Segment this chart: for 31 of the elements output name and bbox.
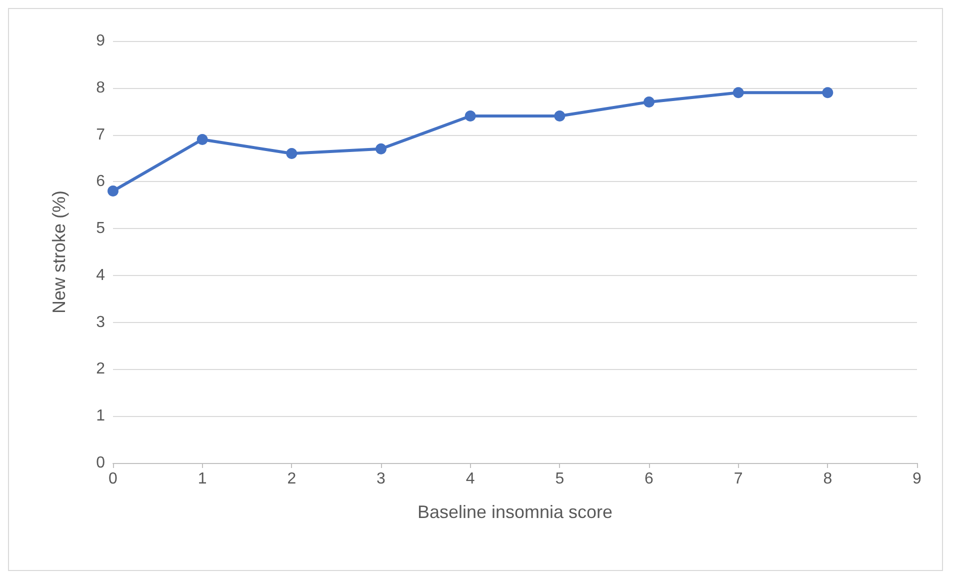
x-axis-title: Baseline insomnia score [417,502,613,522]
y-tick-label: 4 [96,266,106,284]
x-tick-label: 7 [734,470,743,488]
point [108,186,118,197]
y-tick-label: 0 [96,454,106,472]
y-tick-label: 5 [96,220,106,238]
point [196,134,208,145]
point [286,148,298,160]
point [376,143,386,154]
point [732,87,744,98]
y-tick-label: 1 [96,408,106,425]
point [554,110,566,122]
y-tick-label: 3 [96,314,106,331]
y-tick-label: 9 [96,32,106,50]
x-tick-label: 3 [376,470,386,488]
point [822,87,834,98]
x-tick-label: 2 [287,470,296,488]
y-tick-label: 7 [96,126,106,144]
x-tick-label: 5 [555,470,564,488]
y-axis-title: New stroke (%) [49,190,69,314]
x-tick-label: 0 [108,470,118,488]
point [464,110,476,122]
x-tick-label: 4 [466,470,475,488]
point [644,96,654,108]
y-tick-label: 6 [96,173,106,190]
y-tick-label: 8 [96,79,106,96]
y-tick-label: 2 [96,360,106,378]
x-tick-label: 6 [644,470,654,488]
x-tick-label: 1 [198,470,207,488]
x-tick-label: 9 [912,470,922,488]
x-tick-label: 8 [823,470,832,488]
